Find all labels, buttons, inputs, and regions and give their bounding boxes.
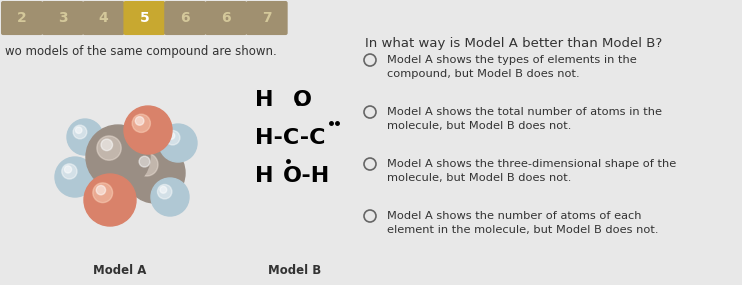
Circle shape (159, 124, 197, 162)
FancyBboxPatch shape (205, 1, 247, 35)
Circle shape (86, 125, 150, 189)
Circle shape (96, 186, 105, 195)
FancyBboxPatch shape (82, 1, 125, 35)
Text: 7: 7 (262, 11, 272, 25)
Circle shape (160, 186, 167, 193)
Circle shape (93, 183, 113, 203)
Text: H: H (255, 166, 274, 186)
Circle shape (55, 157, 95, 197)
Circle shape (135, 153, 158, 176)
Circle shape (125, 143, 185, 203)
Circle shape (62, 164, 77, 179)
Circle shape (65, 166, 71, 173)
Text: molecule, but Model B does not.: molecule, but Model B does not. (387, 121, 571, 131)
Text: Model A shows the total number of atoms in the: Model A shows the total number of atoms … (387, 107, 662, 117)
Text: In what way is Model A better than Model B?: In what way is Model A better than Model… (365, 37, 663, 50)
Circle shape (135, 117, 144, 125)
Text: Model B: Model B (269, 264, 321, 277)
Circle shape (124, 106, 172, 154)
Circle shape (157, 184, 172, 199)
Circle shape (139, 156, 150, 167)
Text: Model A shows the number of atoms of each: Model A shows the number of atoms of eac… (387, 211, 642, 221)
Circle shape (73, 125, 87, 139)
Text: wo models of the same compound are shown.: wo models of the same compound are shown… (5, 45, 277, 58)
Text: O-H: O-H (283, 166, 330, 186)
Text: 5: 5 (139, 11, 149, 25)
Text: compound, but Model B does not.: compound, but Model B does not. (387, 69, 580, 79)
Circle shape (84, 174, 136, 226)
Circle shape (132, 114, 151, 133)
Text: H: H (255, 90, 274, 110)
Text: 4: 4 (99, 11, 108, 25)
Circle shape (67, 119, 103, 155)
Text: 6: 6 (221, 11, 231, 25)
FancyBboxPatch shape (42, 1, 84, 35)
Text: H-C-C: H-C-C (255, 128, 326, 148)
FancyBboxPatch shape (164, 1, 206, 35)
Text: 2: 2 (17, 11, 27, 25)
Text: Model A: Model A (93, 264, 147, 277)
FancyBboxPatch shape (246, 1, 288, 35)
FancyBboxPatch shape (1, 1, 43, 35)
Text: 3: 3 (58, 11, 68, 25)
Text: 6: 6 (180, 11, 190, 25)
Text: O: O (293, 90, 312, 110)
Circle shape (101, 139, 113, 151)
Circle shape (165, 131, 180, 145)
Circle shape (168, 133, 175, 139)
Circle shape (151, 178, 189, 216)
Text: Model A shows the types of elements in the: Model A shows the types of elements in t… (387, 55, 637, 65)
Circle shape (97, 136, 121, 160)
Text: molecule, but Model B does not.: molecule, but Model B does not. (387, 173, 571, 183)
Text: element in the molecule, but Model B does not.: element in the molecule, but Model B doe… (387, 225, 658, 235)
Circle shape (76, 127, 82, 133)
FancyBboxPatch shape (123, 1, 165, 35)
Text: Model A shows the three-dimensional shape of the: Model A shows the three-dimensional shap… (387, 159, 676, 169)
